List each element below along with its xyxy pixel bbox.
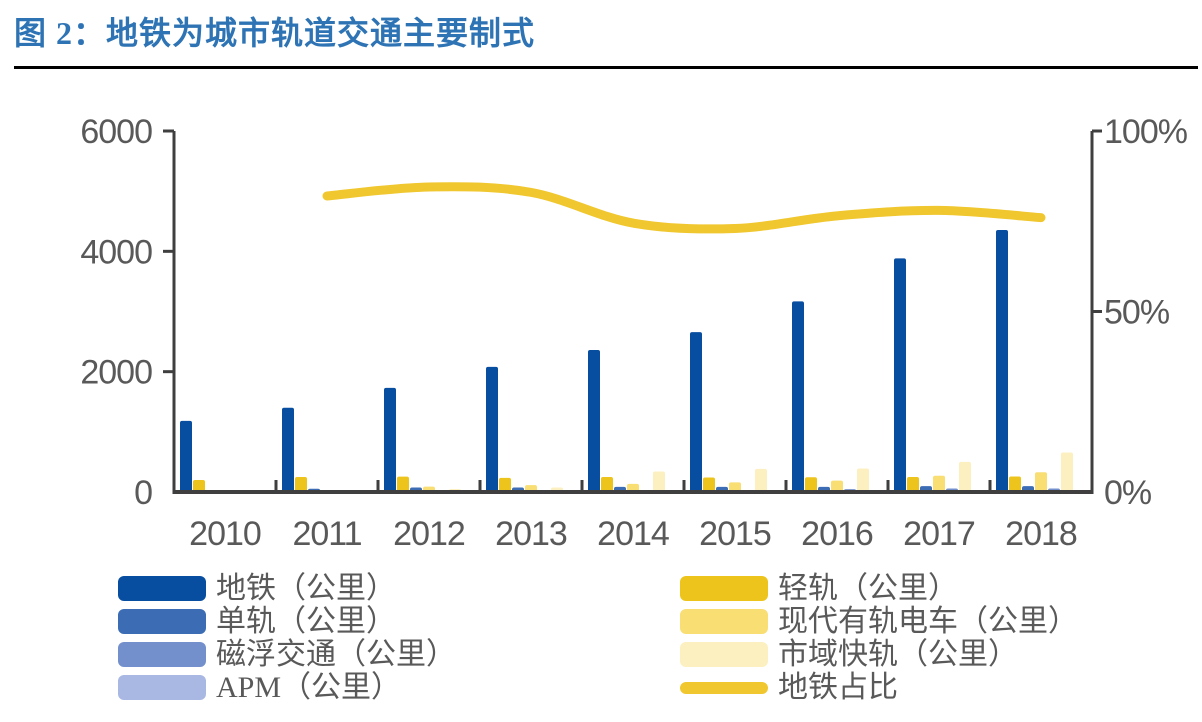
bar-轻轨（公里）-2018 bbox=[1009, 476, 1021, 492]
legend-swatch-icon bbox=[118, 642, 206, 667]
legend-item-label: APM（公里） bbox=[216, 670, 402, 704]
bar-地铁（公里）-2014 bbox=[588, 349, 600, 492]
x-axis-category-label: 2015 bbox=[699, 515, 771, 553]
bar-地铁（公里）-2016 bbox=[792, 301, 804, 492]
bar-市域快轨（公里）-2015 bbox=[755, 468, 767, 492]
bar-现代有轨电车（公里）-2018 bbox=[1035, 472, 1047, 492]
legend-item-label: 单轨（公里） bbox=[216, 604, 396, 638]
legend-item: 轻轨（公里） bbox=[680, 572, 1078, 605]
legend-line-icon bbox=[680, 681, 768, 694]
legend-item-label: 磁浮交通（公里） bbox=[216, 637, 456, 671]
bar-轻轨（公里）-2015 bbox=[703, 477, 715, 492]
legend-item: 市域快轨（公里） bbox=[680, 638, 1078, 671]
bar-地铁（公里）-2010 bbox=[180, 420, 192, 492]
right-axis-tick-label: 0% bbox=[1104, 474, 1152, 512]
legend-swatch-icon bbox=[680, 642, 768, 667]
title-divider bbox=[14, 66, 1198, 69]
bar-现代有轨电车（公里）-2016 bbox=[831, 480, 843, 492]
x-axis-category-label: 2011 bbox=[292, 515, 361, 553]
legend-item: 地铁占比 bbox=[680, 671, 1078, 704]
figure-title: 图 2：地铁为城市轨道交通主要制式 bbox=[14, 15, 536, 51]
legend-item-label: 地铁（公里） bbox=[216, 571, 396, 605]
x-axis-category-label: 2013 bbox=[495, 515, 567, 553]
legend-item-label: 地铁占比 bbox=[778, 670, 898, 704]
legend-item: 单轨（公里） bbox=[118, 605, 456, 638]
legend-column-right: 轻轨（公里） 现代有轨电车（公里） 市域快轨（公里） 地铁占比 bbox=[680, 572, 1078, 704]
right-axis-tick-label: 100% bbox=[1104, 113, 1188, 151]
bar-市域快轨（公里）-2018 bbox=[1061, 452, 1073, 492]
bar-轻轨（公里）-2011 bbox=[295, 476, 307, 492]
bar-轻轨（公里）-2012 bbox=[397, 476, 409, 492]
left-axis-tick-label: 4000 bbox=[80, 233, 152, 271]
legend-item-label: 轻轨（公里） bbox=[778, 571, 958, 605]
legend-item: 现代有轨电车（公里） bbox=[680, 605, 1078, 638]
bar-现代有轨电车（公里）-2017 bbox=[933, 475, 945, 492]
bar-地铁（公里）-2018 bbox=[996, 230, 1008, 492]
bar-地铁（公里）-2013 bbox=[486, 366, 498, 492]
bar-轻轨（公里）-2010 bbox=[193, 479, 205, 492]
right-axis-tick-label: 50% bbox=[1104, 294, 1170, 332]
legend-swatch-icon bbox=[680, 609, 768, 634]
x-axis-category-label: 2012 bbox=[393, 515, 465, 553]
left-axis-tick-label: 6000 bbox=[80, 113, 152, 151]
bar-轻轨（公里）-2016 bbox=[805, 477, 817, 492]
legend-swatch-icon bbox=[118, 675, 206, 700]
bar-市域快轨（公里）-2016 bbox=[857, 468, 869, 492]
bar-轻轨（公里）-2017 bbox=[907, 476, 919, 492]
bar-市域快轨（公里）-2017 bbox=[959, 461, 971, 492]
x-axis-category-label: 2017 bbox=[903, 515, 975, 553]
bar-地铁（公里）-2011 bbox=[282, 407, 294, 492]
bar-市域快轨（公里）-2014 bbox=[653, 471, 665, 492]
legend-swatch-icon bbox=[680, 576, 768, 601]
legend-item-label: 市域快轨（公里） bbox=[778, 637, 1018, 671]
bar-地铁（公里）-2017 bbox=[894, 258, 906, 492]
x-axis-category-label: 2014 bbox=[597, 515, 669, 553]
left-axis-tick-label: 2000 bbox=[80, 354, 152, 392]
legend-item: APM（公里） bbox=[118, 671, 456, 704]
bar-轻轨（公里）-2014 bbox=[601, 476, 613, 492]
bar-现代有轨电车（公里）-2014 bbox=[627, 483, 639, 492]
legend-swatch-icon bbox=[118, 609, 206, 634]
x-axis-category-label: 2018 bbox=[1005, 515, 1077, 553]
chart-canvas: 0 2000 4000 6000 0% 50% 100% 2010 2011 2012 2013 20… bbox=[80, 113, 1188, 553]
legend-item-label: 现代有轨电车（公里） bbox=[778, 604, 1078, 638]
x-axis-category-label: 2016 bbox=[801, 515, 873, 553]
bar-现代有轨电车（公里）-2015 bbox=[729, 482, 741, 492]
left-axis-tick-label: 0 bbox=[134, 474, 152, 512]
legend-item: 磁浮交通（公里） bbox=[118, 638, 456, 671]
bar-地铁（公里）-2012 bbox=[384, 387, 396, 492]
legend-column-left: 地铁（公里） 单轨（公里） 磁浮交通（公里） APM（公里） bbox=[118, 572, 456, 704]
legend-swatch-icon bbox=[118, 576, 206, 601]
ratio-line bbox=[322, 182, 1046, 234]
legend-item: 地铁（公里） bbox=[118, 572, 456, 605]
bar-轻轨（公里）-2013 bbox=[499, 477, 511, 492]
x-axis-category-label: 2010 bbox=[189, 515, 261, 553]
bar-地铁（公里）-2015 bbox=[690, 332, 702, 492]
